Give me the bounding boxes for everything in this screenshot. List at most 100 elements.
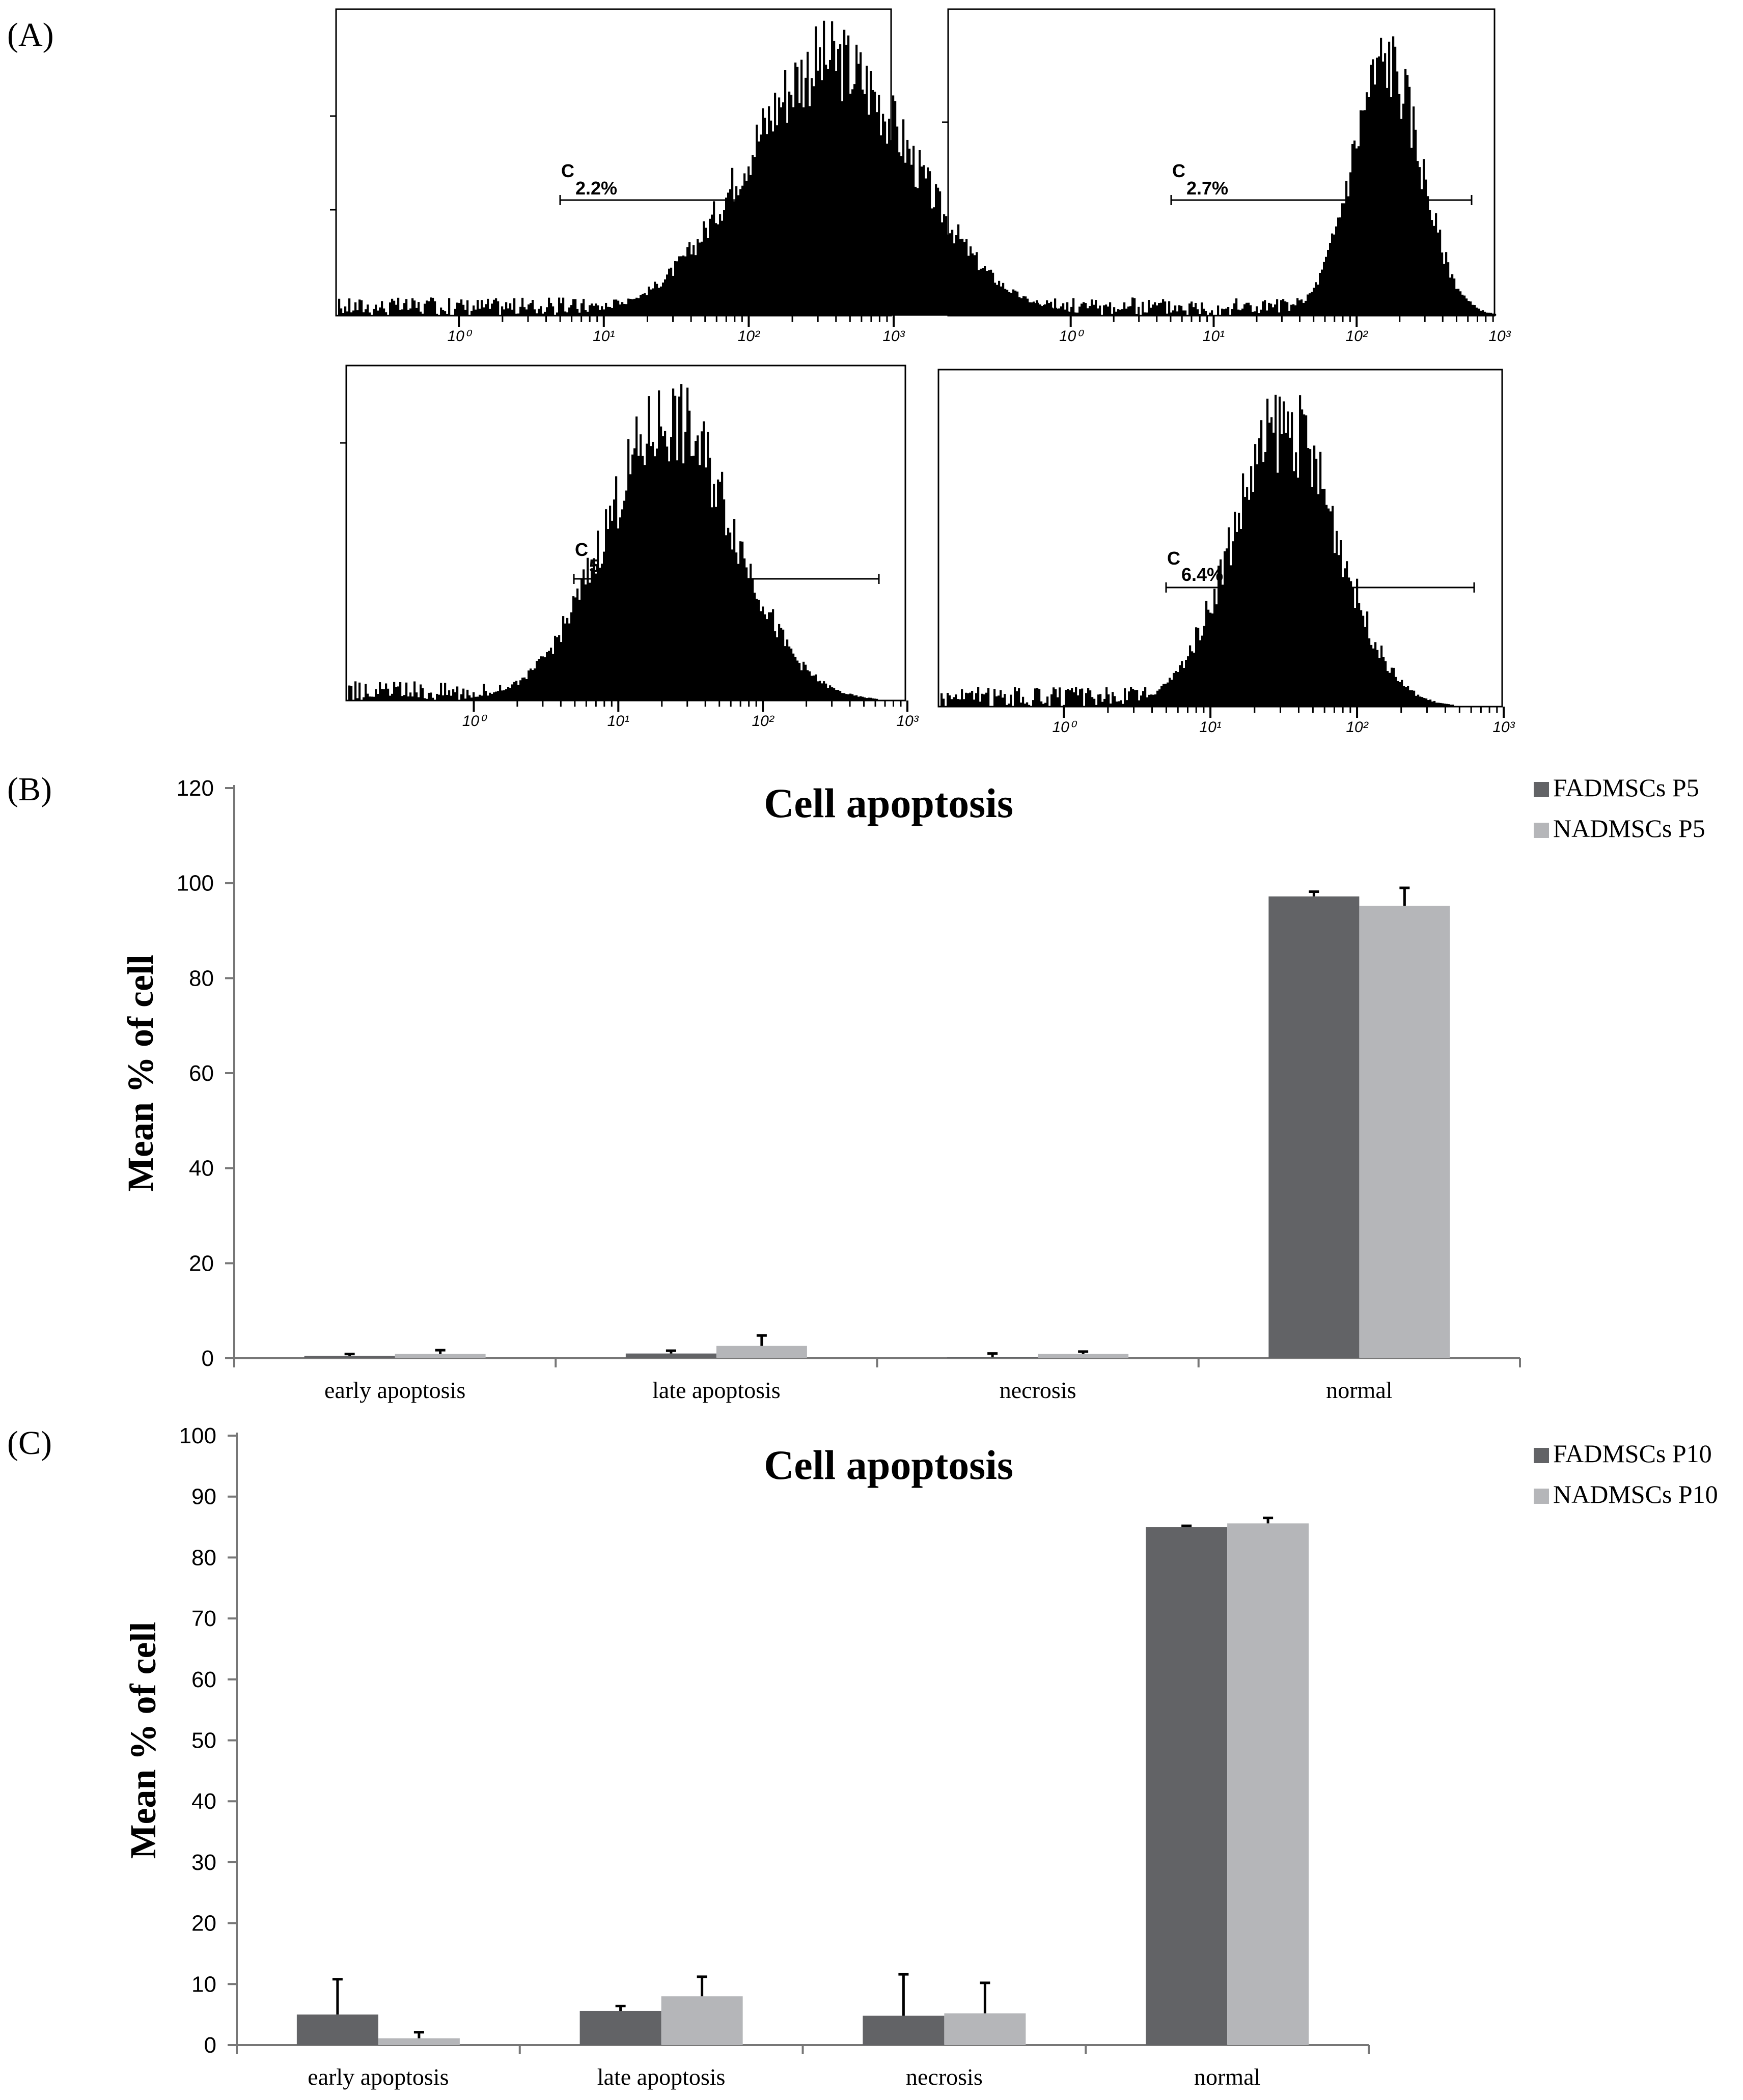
histogram-bar <box>1042 307 1044 316</box>
histogram-bar <box>367 693 369 701</box>
histogram-bar <box>432 697 434 701</box>
histogram-bar <box>611 307 614 316</box>
histogram-bar <box>464 310 467 316</box>
histogram-bar <box>864 697 866 701</box>
histogram-bar <box>1165 683 1167 707</box>
histogram-bar <box>513 682 516 701</box>
histogram-bar <box>672 275 675 316</box>
histogram-bar <box>703 221 705 316</box>
histogram-bar <box>491 693 493 701</box>
histogram-bar <box>1370 645 1373 707</box>
histogram-bar <box>1033 301 1035 316</box>
histogram-bar <box>1073 692 1075 707</box>
histogram-bar <box>1372 59 1374 316</box>
histogram-bar <box>544 657 546 701</box>
histogram-bar <box>348 685 351 701</box>
histogram-bar <box>629 474 632 701</box>
histogram-bar <box>1063 705 1065 707</box>
histogram-bar <box>851 89 854 316</box>
histogram-bar <box>969 310 971 316</box>
histogram-bar <box>1427 700 1430 707</box>
histogram-bar <box>574 299 577 316</box>
histogram-bar <box>963 242 966 316</box>
legend-swatch <box>1534 1448 1549 1463</box>
histogram-bar <box>615 476 618 701</box>
histogram-bar <box>975 693 978 707</box>
histogram-bar <box>1235 298 1238 316</box>
histogram-bar <box>1445 252 1448 316</box>
histogram-bar <box>1042 704 1045 707</box>
histogram-bar <box>562 616 565 701</box>
histogram-bar <box>987 688 990 707</box>
histogram-bar <box>1060 306 1063 316</box>
histogram-bar <box>807 51 809 316</box>
histogram-bar <box>1433 226 1435 316</box>
bar <box>625 1353 716 1358</box>
x-tick-label: 10² <box>752 713 774 730</box>
histogram-bar <box>1356 578 1359 707</box>
histogram-bar <box>711 214 713 316</box>
histogram-bar <box>548 651 550 701</box>
y-axis-label: Mean % of cell <box>123 1622 163 1859</box>
histogram-bar <box>1342 577 1344 707</box>
histogram-bar <box>813 675 815 701</box>
histogram-bar <box>534 668 536 701</box>
histogram-bar <box>983 694 986 707</box>
histogram-bar <box>760 134 762 316</box>
histogram-bar <box>601 306 603 316</box>
histogram-bar <box>1313 445 1316 707</box>
histogram-bar <box>703 421 705 701</box>
histogram-bar <box>1209 313 1211 316</box>
histogram-bar <box>670 267 673 316</box>
panel-b-label: (B) <box>7 771 52 808</box>
histogram-bar <box>562 297 565 316</box>
histogram-bar <box>381 301 383 316</box>
histogram-bar <box>473 305 475 316</box>
histogram-bar <box>1252 492 1255 707</box>
histogram-bar <box>1089 690 1092 707</box>
chart-title: Cell apoptosis <box>764 1442 1013 1488</box>
histogram-bar <box>1451 274 1454 316</box>
histogram-bar <box>613 499 616 701</box>
histogram-bar <box>391 693 394 701</box>
histogram-bar <box>656 449 658 701</box>
histogram-bar <box>1334 553 1336 707</box>
histogram-bar <box>829 685 832 701</box>
histogram-bar <box>981 693 984 707</box>
histogram-bar <box>1095 705 1098 707</box>
histogram-bar <box>1457 289 1460 316</box>
histogram-bar <box>1032 700 1035 707</box>
histogram-bar <box>475 696 477 701</box>
histogram-bar <box>1124 688 1126 707</box>
histogram-bar <box>1336 530 1338 707</box>
histogram-bar <box>672 388 675 701</box>
histogram-bar <box>481 695 483 701</box>
histogram-bar <box>591 303 593 316</box>
histogram-bar <box>1075 687 1077 707</box>
category-label: normal <box>1194 2064 1260 2090</box>
histogram-bar <box>1142 301 1144 316</box>
histogram-bar <box>841 101 844 316</box>
histogram-bar <box>1241 309 1244 316</box>
bar <box>1146 1527 1228 2045</box>
histogram-bar <box>1390 97 1393 316</box>
histogram-bar <box>1131 297 1134 316</box>
histogram-bar <box>1340 540 1342 707</box>
histogram-bar <box>1224 551 1226 707</box>
histogram-bar <box>794 62 797 316</box>
histogram-bar <box>1315 282 1317 316</box>
histogram-bar <box>507 687 510 701</box>
histogram-bar <box>440 307 442 316</box>
histogram-bar <box>1022 696 1025 707</box>
histogram-bar <box>369 312 371 316</box>
histogram-bar <box>1115 312 1118 316</box>
histogram-bar <box>1026 307 1028 316</box>
histogram-bar <box>371 696 373 701</box>
histogram-bar <box>1228 527 1230 707</box>
histogram-bar <box>1254 311 1256 316</box>
histogram-bar <box>680 256 683 316</box>
y-tick-label: 20 <box>189 1251 214 1276</box>
histogram-bar <box>509 303 512 316</box>
histogram-bar <box>1085 693 1088 707</box>
histogram-bar <box>947 693 949 707</box>
